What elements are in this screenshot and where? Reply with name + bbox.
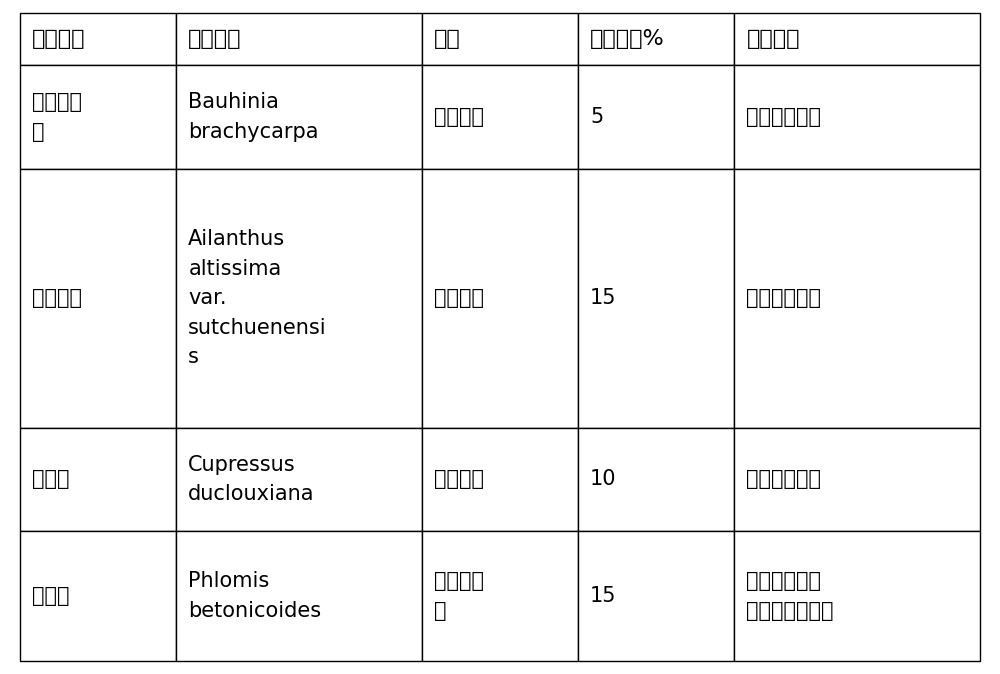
Bar: [578, 65, 734, 168]
Bar: [422, 427, 578, 531]
Text: Bauhinia
brachycarpa: Bauhinia brachycarpa: [188, 92, 319, 142]
Text: Phlomis
betonicoides: Phlomis betonicoides: [188, 571, 321, 621]
Text: 干香柏: 干香柏: [32, 469, 70, 489]
Bar: [734, 168, 980, 427]
Text: 落叶灌木: 落叶灌木: [434, 107, 484, 127]
Bar: [578, 168, 734, 427]
Bar: [20, 531, 176, 661]
Bar: [734, 427, 980, 531]
Text: 大果臭椿: 大果臭椿: [32, 288, 82, 308]
Text: 灌木层常见种: 灌木层常见种: [746, 107, 821, 127]
Text: 15: 15: [590, 586, 617, 606]
Text: 配方比例%: 配方比例%: [590, 30, 665, 49]
Bar: [176, 531, 422, 661]
Text: 15: 15: [590, 288, 617, 308]
Bar: [422, 65, 578, 168]
Text: 5: 5: [590, 107, 603, 127]
Text: 多年生草
本: 多年生草 本: [434, 571, 484, 621]
Bar: [578, 427, 734, 531]
Bar: [422, 13, 578, 65]
Text: 鞍叶羊蹄
甲: 鞍叶羊蹄 甲: [32, 92, 82, 142]
Text: Ailanthus
altissima
var.
sutchuenensi
s: Ailanthus altissima var. sutchuenensi s: [188, 229, 327, 367]
Bar: [20, 13, 176, 65]
Bar: [20, 65, 176, 168]
Bar: [578, 531, 734, 661]
Text: 乔木层建群种: 乔木层建群种: [746, 288, 821, 308]
Text: 10: 10: [590, 469, 617, 489]
Bar: [734, 13, 980, 65]
Text: Cupressus
duclouxiana: Cupressus duclouxiana: [188, 454, 315, 504]
Text: 假秦艽: 假秦艽: [32, 586, 70, 606]
Bar: [578, 13, 734, 65]
Bar: [176, 13, 422, 65]
Text: 滇川藏干旱河
谷特有种，药用: 滇川藏干旱河 谷特有种，药用: [746, 571, 834, 621]
Bar: [20, 427, 176, 531]
Text: 落叶乔木: 落叶乔木: [434, 288, 484, 308]
Text: 常绿乔木: 常绿乔木: [434, 469, 484, 489]
Text: 拉丁学名: 拉丁学名: [188, 30, 242, 49]
Text: 形状: 形状: [434, 30, 461, 49]
Bar: [176, 427, 422, 531]
Bar: [176, 168, 422, 427]
Text: 效果说明: 效果说明: [746, 30, 800, 49]
Bar: [734, 531, 980, 661]
Bar: [176, 65, 422, 168]
Bar: [422, 531, 578, 661]
Bar: [422, 168, 578, 427]
Bar: [734, 65, 980, 168]
Text: 河岸线建群种: 河岸线建群种: [746, 469, 821, 489]
Bar: [20, 168, 176, 427]
Text: 植物名称: 植物名称: [32, 30, 86, 49]
